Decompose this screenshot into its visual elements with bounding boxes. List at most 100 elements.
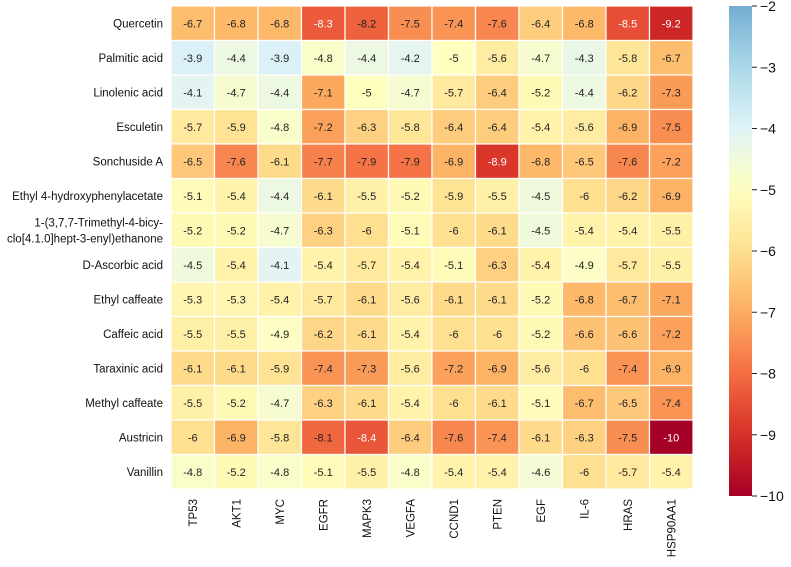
row-label: Ethyl caffeate [94, 294, 163, 306]
cell-value-label: -5.4 [488, 467, 507, 479]
cell-value-label: -6.9 [662, 363, 681, 375]
heatmap-cell [387, 419, 433, 456]
heatmap-cell [561, 108, 607, 145]
heatmap-cell [170, 108, 216, 145]
heatmap-cell [648, 39, 694, 76]
heatmap-cell [561, 453, 607, 490]
heatmap-cell [344, 453, 390, 490]
cell-value-label: -6 [579, 363, 589, 375]
heatmap-cell [257, 281, 303, 318]
heatmap-cell [387, 281, 433, 318]
heatmap-cell [344, 212, 390, 249]
cell-value-label: -6.8 [531, 156, 550, 168]
row-label: Taraxinic acid [93, 363, 163, 375]
heatmap-cell [300, 419, 346, 456]
cell-value-label: -6.7 [662, 53, 681, 65]
cell-value-label: -5.7 [618, 467, 637, 479]
cell-value-label: -6 [188, 432, 198, 444]
cell-value-label: -6.5 [183, 156, 202, 168]
cell-value-label: -5.1 [183, 191, 202, 203]
heatmap-cell [213, 5, 259, 42]
heatmap-cell [213, 39, 259, 76]
cell-value-label: -5.6 [575, 122, 594, 134]
cell-value-label: -8.1 [314, 432, 333, 444]
heatmap-cell [344, 419, 390, 456]
cell-value-label: -6.1 [444, 294, 463, 306]
cell-value-label: -7.4 [444, 18, 463, 30]
heatmap-cell [561, 384, 607, 421]
cell-value-label: -6.9 [662, 191, 681, 203]
cell-value-label: -4.5 [531, 225, 550, 237]
cell-value-label: -5.1 [314, 467, 333, 479]
cell-value-label: -5.5 [227, 329, 246, 341]
row-label: Austricin [119, 432, 163, 444]
heatmap-cell [431, 39, 477, 76]
cell-value-label: -7.5 [401, 18, 420, 30]
heatmap-cell [387, 108, 433, 145]
cell-value-label: -6.5 [618, 398, 637, 410]
cell-value-label: -8.5 [618, 18, 637, 30]
cell-value-label: -6.3 [314, 398, 333, 410]
cell-value-label: -4.7 [531, 53, 550, 65]
row-label: Linolenic acid [93, 87, 163, 99]
cell-value-label: -6.4 [401, 432, 420, 444]
heatmap-cell [431, 384, 477, 421]
cell-value-label: -5.2 [531, 87, 550, 99]
cell-value-label: -6.7 [618, 294, 637, 306]
heatmap-cell [257, 350, 303, 387]
row-label: Methyl caffeate [85, 398, 163, 410]
cell-value-label: -7.4 [314, 363, 333, 375]
cell-value-label: -5.5 [183, 329, 202, 341]
cell-value-label: -6.7 [575, 398, 594, 410]
cell-value-label: -5.7 [183, 122, 202, 134]
heatmap-cell [431, 74, 477, 111]
cell-value-label: -5.6 [401, 363, 420, 375]
cell-value-label: -4.3 [575, 53, 594, 65]
cell-value-label: -4.7 [270, 225, 289, 237]
cell-value-label: -7.1 [662, 294, 681, 306]
heatmap-cell [257, 246, 303, 283]
cell-value-label: -5.7 [314, 294, 333, 306]
heatmap-cell [648, 108, 694, 145]
cell-value-label: -6 [449, 329, 459, 341]
cell-value-label: -5.2 [531, 329, 550, 341]
cell-value-label: -5.7 [357, 260, 376, 272]
heatmap-cell [431, 453, 477, 490]
cell-value-label: -5.2 [227, 398, 246, 410]
heatmap-cell [213, 315, 259, 352]
heatmap-cell [431, 143, 477, 180]
cell-value-label: -8.3 [314, 18, 333, 30]
row-label: 1-(3,7,7-Trimethyl-4-bicy-clo[4.1.0]hept… [7, 217, 163, 245]
cell-value-label: -4.5 [183, 260, 202, 272]
heatmap-cell [561, 212, 607, 249]
heatmap-cell [344, 143, 390, 180]
row-label: Caffeic acid [103, 329, 163, 341]
cell-value-label: -6.6 [575, 329, 594, 341]
heatmap-cell [387, 212, 433, 249]
cell-value-label: -4.4 [227, 53, 246, 65]
cell-value-label: -4.4 [270, 191, 289, 203]
cell-value-label: -6.3 [575, 432, 594, 444]
cell-value-label: -6.5 [575, 156, 594, 168]
cell-value-label: -5.8 [618, 53, 637, 65]
cell-value-label: -5.4 [401, 260, 420, 272]
cell-value-label: -6.4 [444, 122, 463, 134]
heatmap-cell [474, 177, 520, 214]
heatmap-cell [300, 315, 346, 352]
cell-value-label: -6 [449, 398, 459, 410]
cell-value-label: -5.4 [575, 225, 594, 237]
cell-value-label: -5.5 [357, 191, 376, 203]
cell-value-label: -6 [579, 467, 589, 479]
cell-value-label: -5.4 [401, 329, 420, 341]
cell-value-label: -5.6 [401, 294, 420, 306]
heatmap-cell [474, 281, 520, 318]
cell-value-label: -6.1 [488, 398, 507, 410]
cell-value-label: -7.5 [662, 122, 681, 134]
heatmap-cell [213, 143, 259, 180]
cell-value-label: -9.2 [662, 18, 681, 30]
heatmap-cell [257, 419, 303, 456]
cell-value-label: -7.6 [227, 156, 246, 168]
cell-value-label: -6.9 [227, 432, 246, 444]
cell-value-label: -4.7 [270, 398, 289, 410]
cell-value-label: -6 [449, 225, 459, 237]
